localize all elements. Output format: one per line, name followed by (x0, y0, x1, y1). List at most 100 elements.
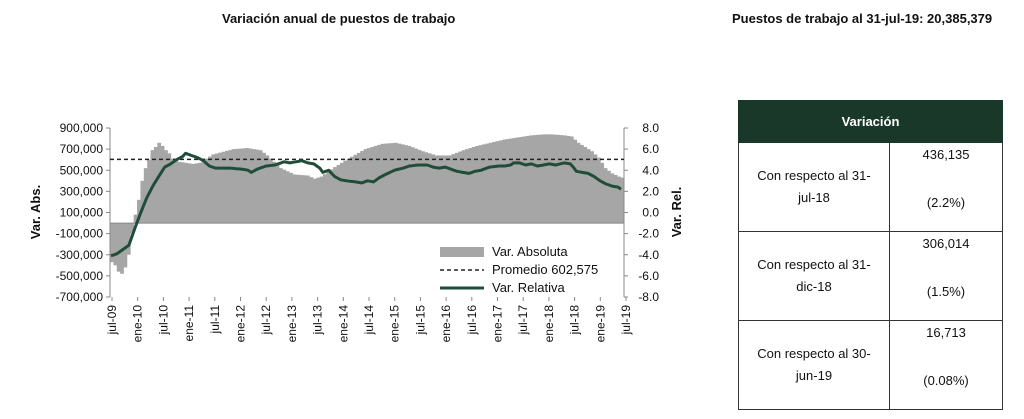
bar (343, 160, 348, 224)
x-tick-label: ene-12 (234, 305, 248, 343)
bar (394, 142, 398, 224)
bar (559, 135, 564, 224)
bar (563, 135, 567, 224)
bar (566, 135, 571, 224)
y-right-tick-label: 0.0 (642, 206, 659, 220)
bar (414, 148, 419, 224)
bar (367, 148, 371, 224)
bar (441, 155, 446, 224)
bar (410, 147, 415, 224)
bar (576, 142, 581, 224)
y-left-tick-label: 100,000 (60, 206, 104, 220)
bar (454, 152, 459, 224)
bar (387, 143, 392, 224)
bar (505, 139, 510, 224)
x-tick-label: jul-14 (362, 305, 376, 336)
y-right-tick-label: -2.0 (638, 227, 659, 241)
pct-value: (0.08%) (923, 373, 969, 388)
bar (208, 156, 212, 224)
bar (478, 145, 483, 224)
bar (194, 163, 199, 224)
y-left-axis-title: Var. Abs. (28, 185, 43, 239)
legend-swatch-bars (440, 247, 484, 257)
bar (495, 141, 500, 224)
bar (390, 143, 395, 224)
bar (617, 176, 621, 224)
bar (502, 139, 506, 224)
y-right-tick-label: 2.0 (642, 184, 659, 198)
bar (319, 176, 324, 224)
bar (590, 151, 594, 224)
x-tick-label: jul-12 (259, 305, 273, 336)
bar (329, 169, 334, 224)
bar (515, 137, 520, 224)
y-left-tick-label: -700,000 (56, 290, 104, 304)
bar (552, 134, 557, 224)
x-tick-label: ene-11 (182, 305, 196, 342)
bar (549, 134, 554, 224)
bar (607, 170, 611, 224)
bar (431, 154, 435, 224)
bar (110, 223, 114, 263)
bar (461, 150, 466, 224)
bar (346, 158, 351, 224)
bar (282, 169, 287, 224)
bar (596, 157, 601, 224)
bar (258, 150, 263, 224)
bar (252, 149, 256, 224)
jobs-variation-chart: 900,000 700,000 500,000 300,000 100,000 -100,… (28, 121, 684, 343)
bar (370, 147, 375, 224)
bar (241, 148, 246, 224)
bar (373, 145, 378, 224)
bar (438, 155, 442, 224)
bar (400, 144, 405, 224)
bar (539, 134, 544, 224)
row-values: 16,713 (0.08%) (889, 320, 1003, 410)
y-right-tick-label: 4.0 (642, 163, 659, 177)
bar (245, 148, 249, 224)
y-right-tick-label: -6.0 (638, 269, 659, 283)
jobs-total-title: Puestos de trabajo al 31-jul-19: 20,385,… (732, 11, 993, 26)
row-values: 306,014 (1.5%) (889, 231, 1003, 321)
bar (164, 150, 168, 224)
row-values: 436,135 (2.2%) (889, 142, 1003, 232)
bar (130, 223, 135, 234)
bar (224, 150, 229, 224)
bar (546, 134, 550, 224)
bar (593, 154, 598, 224)
y-left-tick-label: 900,000 (60, 121, 104, 135)
y-left-tick-label: 700,000 (60, 142, 104, 156)
bar (519, 136, 523, 224)
bar (197, 162, 202, 224)
pct-value: (1.5%) (926, 284, 966, 299)
bar (380, 143, 385, 224)
pct-value: (2.2%) (926, 195, 966, 210)
x-tick-label: ene-10 (131, 305, 145, 343)
bar (481, 144, 486, 224)
abs-value: 436,135 (922, 147, 970, 162)
bar (123, 223, 128, 268)
table-row: Con respecto al 31-jul-18 436,135 (2.2%) (738, 142, 1003, 232)
bar (184, 162, 189, 224)
bar (214, 153, 219, 224)
bar (512, 138, 517, 224)
bar (167, 153, 172, 224)
bar (211, 154, 216, 224)
abs-value: 16,713 (926, 325, 966, 340)
bar (525, 135, 530, 224)
x-tick-label: jul-11 (208, 305, 222, 335)
bar (492, 141, 496, 224)
bar (302, 175, 307, 224)
bar (133, 214, 138, 224)
bar (285, 171, 290, 224)
legend-label: Var. Absoluta (492, 244, 568, 259)
bar (201, 160, 206, 224)
bar (448, 155, 452, 224)
bar (356, 152, 361, 224)
y-right-tick-label: -8.0 (638, 290, 659, 304)
bar (407, 145, 412, 224)
bar (295, 174, 300, 224)
legend-label: Promedio 602,575 (492, 262, 598, 277)
y-right-tick-label: -4.0 (638, 248, 659, 262)
bar (600, 162, 605, 224)
